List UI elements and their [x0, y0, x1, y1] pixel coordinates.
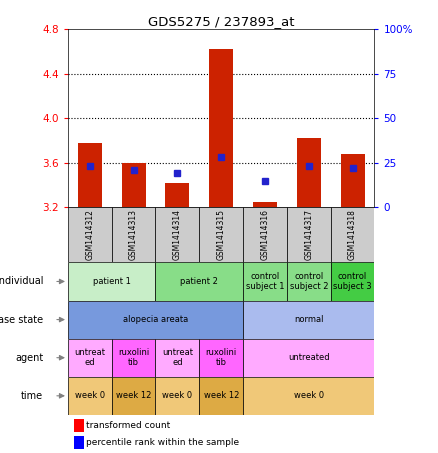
Bar [287, 207, 331, 262]
Text: transformed count: transformed count [86, 421, 170, 430]
Text: patient 1: patient 1 [93, 277, 131, 286]
Text: week 0: week 0 [294, 391, 324, 400]
Bar [68, 262, 155, 300]
Text: GSM1414313: GSM1414313 [129, 209, 138, 260]
Bar [74, 436, 84, 449]
Bar [341, 154, 364, 207]
Text: alopecia areata: alopecia areata [123, 315, 188, 324]
Text: GSM1414314: GSM1414314 [173, 209, 182, 260]
Text: untreat
ed: untreat ed [162, 348, 193, 367]
Bar [68, 207, 112, 262]
Bar [243, 207, 287, 262]
Text: agent: agent [15, 353, 43, 363]
Bar [155, 262, 243, 300]
Text: control
subject 1: control subject 1 [246, 272, 284, 291]
Text: untreated: untreated [288, 353, 330, 362]
Bar [166, 183, 190, 207]
Bar [112, 377, 155, 415]
Text: GSM1414315: GSM1414315 [217, 209, 226, 260]
Bar [68, 377, 112, 415]
Bar [199, 377, 243, 415]
Text: control
subject 2: control subject 2 [290, 272, 328, 291]
Text: week 0: week 0 [75, 391, 105, 400]
Bar [155, 339, 199, 377]
Text: percentile rank within the sample: percentile rank within the sample [86, 438, 240, 447]
Text: GSM1414317: GSM1414317 [304, 209, 313, 260]
Bar [112, 207, 155, 262]
Bar [297, 139, 321, 207]
Bar [68, 339, 112, 377]
Bar [331, 207, 374, 262]
Bar [199, 339, 243, 377]
Bar [199, 207, 243, 262]
Text: time: time [21, 391, 43, 401]
Bar [155, 377, 199, 415]
Text: week 12: week 12 [116, 391, 151, 400]
Bar [243, 300, 374, 339]
Bar [243, 377, 374, 415]
Bar [155, 207, 199, 262]
Title: GDS5275 / 237893_at: GDS5275 / 237893_at [148, 15, 294, 28]
Bar [209, 49, 233, 207]
Bar [331, 262, 374, 300]
Bar [243, 262, 287, 300]
Text: control
subject 3: control subject 3 [333, 272, 372, 291]
Text: GSM1414318: GSM1414318 [348, 209, 357, 260]
Bar [253, 202, 277, 207]
Bar [68, 300, 243, 339]
Text: GSM1414312: GSM1414312 [85, 209, 94, 260]
Bar [112, 339, 155, 377]
Text: ruxolini
tib: ruxolini tib [205, 348, 237, 367]
Bar [78, 143, 102, 207]
Text: untreat
ed: untreat ed [74, 348, 105, 367]
Bar [74, 419, 84, 432]
Text: patient 2: patient 2 [180, 277, 218, 286]
Text: disease state: disease state [0, 314, 43, 325]
Text: normal: normal [294, 315, 324, 324]
Bar [122, 163, 145, 207]
Bar [243, 339, 374, 377]
Text: week 12: week 12 [204, 391, 239, 400]
Text: ruxolini
tib: ruxolini tib [118, 348, 149, 367]
Text: week 0: week 0 [162, 391, 192, 400]
Text: GSM1414316: GSM1414316 [261, 209, 269, 260]
Text: individual: individual [0, 276, 43, 286]
Bar [287, 262, 331, 300]
